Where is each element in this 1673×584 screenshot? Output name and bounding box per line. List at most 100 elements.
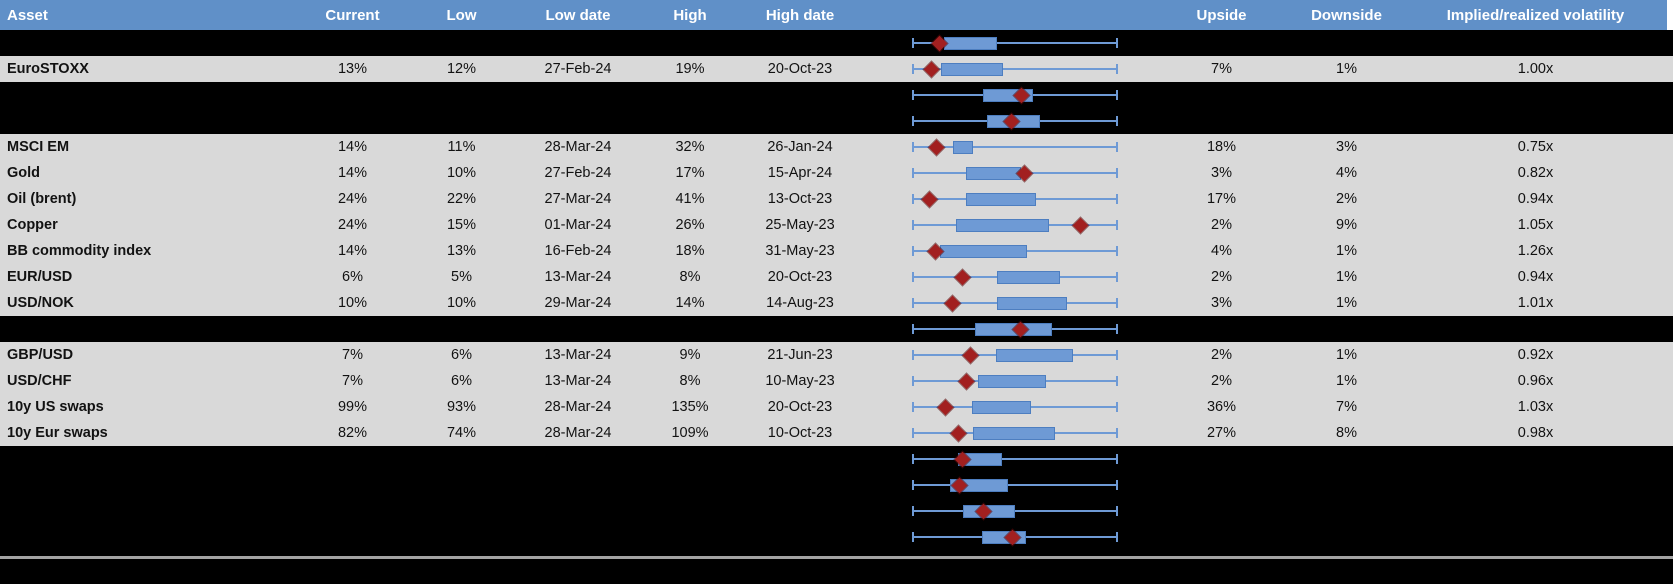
cell-low_date[interactable]: 28-Mar-24 — [544, 139, 612, 155]
cell-upside[interactable]: 36% — [1206, 399, 1237, 415]
cell-current[interactable]: 99% — [337, 399, 368, 415]
cell-high[interactable]: 18% — [675, 243, 705, 259]
cell-low_date[interactable]: 27-Feb-24 — [544, 61, 612, 77]
cell-asset[interactable]: USD/NOK — [7, 295, 74, 311]
column-header-low[interactable]: Low — [446, 6, 477, 24]
cell-chart[interactable] — [858, 160, 1148, 186]
cell-high_date[interactable]: 15-Apr-24 — [767, 165, 833, 181]
cell-current[interactable]: 82% — [337, 425, 368, 441]
cell-low[interactable]: 22% — [446, 191, 477, 207]
cell-upside[interactable]: 2% — [1211, 373, 1232, 389]
cell-downside[interactable]: 1% — [1336, 269, 1357, 285]
column-header-chart[interactable] — [858, 0, 1148, 30]
cell-low[interactable]: 10% — [446, 165, 477, 181]
cell-high_date[interactable]: 14-Aug-23 — [766, 295, 834, 311]
cell-upside[interactable]: 2% — [1211, 347, 1232, 363]
cell-high[interactable]: 9% — [679, 347, 701, 363]
cell-low[interactable]: 74% — [446, 425, 477, 441]
cell-low[interactable]: 13% — [446, 243, 477, 259]
cell-high_date[interactable]: 20-Oct-23 — [767, 399, 833, 415]
cell-downside[interactable]: 1% — [1336, 295, 1357, 311]
cell-high[interactable]: 41% — [675, 191, 705, 207]
cell-downside[interactable]: 1% — [1336, 373, 1357, 389]
cell-chart[interactable] — [858, 212, 1148, 238]
cell-high[interactable]: 109% — [671, 425, 709, 441]
cell-downside[interactable]: 7% — [1336, 399, 1357, 415]
cell-current[interactable]: 7% — [342, 373, 363, 389]
cell-high[interactable]: 17% — [675, 165, 705, 181]
column-header-downside[interactable]: Downside — [1311, 6, 1382, 24]
cell-high[interactable]: 32% — [675, 139, 705, 155]
cell-chart[interactable] — [858, 134, 1148, 160]
cell-downside[interactable]: 4% — [1336, 165, 1357, 181]
cell-asset[interactable]: GBP/USD — [7, 347, 74, 363]
cell-upside[interactable]: 18% — [1206, 139, 1237, 155]
cell-low[interactable]: 11% — [447, 139, 476, 155]
cell-downside[interactable]: 9% — [1336, 217, 1357, 233]
column-header-low-date[interactable]: Low date — [545, 6, 611, 24]
cell-low_date[interactable]: 28-Mar-24 — [544, 399, 612, 415]
cell-asset[interactable]: BB commodity index — [7, 243, 152, 259]
cell-chart[interactable] — [858, 56, 1148, 82]
cell-downside[interactable]: 8% — [1336, 425, 1357, 441]
cell-chart[interactable] — [858, 238, 1148, 264]
cell-low_date[interactable]: 16-Feb-24 — [544, 243, 612, 259]
cell-ivrv[interactable]: 0.94x — [1517, 191, 1554, 207]
column-header-high[interactable]: High — [673, 6, 707, 24]
cell-current[interactable]: 7% — [342, 347, 363, 363]
cell-chart[interactable] — [858, 186, 1148, 212]
cell-asset[interactable]: 10y US swaps — [7, 399, 104, 415]
cell-ivrv[interactable]: 1.00x — [1517, 61, 1554, 77]
cell-ivrv[interactable]: 1.01x — [1517, 295, 1554, 311]
cell-asset[interactable]: EUR/USD — [7, 269, 73, 285]
cell-high[interactable]: 26% — [675, 217, 705, 233]
cell-asset[interactable]: USD/CHF — [7, 373, 72, 389]
cell-ivrv[interactable]: 1.03x — [1517, 399, 1554, 415]
cell-current[interactable]: 13% — [337, 61, 368, 77]
cell-asset[interactable]: Oil (brent) — [7, 191, 77, 207]
cell-low_date[interactable]: 29-Mar-24 — [544, 295, 612, 311]
cell-low_date[interactable]: 13-Mar-24 — [544, 269, 612, 285]
cell-high_date[interactable]: 25-May-23 — [765, 217, 835, 233]
cell-current[interactable]: 10% — [337, 295, 368, 311]
cell-ivrv[interactable]: 1.05x — [1517, 217, 1554, 233]
cell-asset[interactable]: Gold — [7, 165, 41, 181]
cell-upside[interactable]: 2% — [1211, 269, 1232, 285]
cell-current[interactable]: 14% — [337, 139, 368, 155]
cell-high[interactable]: 8% — [679, 269, 701, 285]
cell-low_date[interactable]: 13-Mar-24 — [544, 347, 612, 363]
cell-asset[interactable]: MSCI EM — [7, 139, 70, 155]
cell-high_date[interactable]: 10-Oct-23 — [767, 425, 833, 441]
cell-high_date[interactable]: 31-May-23 — [765, 243, 835, 259]
cell-high[interactable]: 14% — [675, 295, 705, 311]
column-header-implied-realized-volatility[interactable]: Implied/realized volatility — [1446, 6, 1625, 24]
cell-high_date[interactable]: 26-Jan-24 — [767, 139, 833, 155]
cell-ivrv[interactable]: 1.26x — [1517, 243, 1554, 259]
column-header-asset[interactable]: Asset — [7, 6, 48, 24]
cell-low_date[interactable]: 28-Mar-24 — [544, 425, 612, 441]
cell-high_date[interactable]: 20-Oct-23 — [767, 269, 833, 285]
cell-low_date[interactable]: 13-Mar-24 — [544, 373, 612, 389]
cell-current[interactable]: 24% — [337, 217, 368, 233]
cell-downside[interactable]: 1% — [1336, 243, 1357, 259]
cell-high_date[interactable]: 13-Oct-23 — [767, 191, 833, 207]
cell-low_date[interactable]: 27-Feb-24 — [544, 165, 612, 181]
column-header-upside[interactable]: Upside — [1196, 6, 1247, 24]
cell-current[interactable]: 14% — [337, 165, 368, 181]
column-header-high-date[interactable]: High date — [765, 6, 835, 24]
cell-ivrv[interactable]: 0.98x — [1517, 425, 1554, 441]
cell-ivrv[interactable]: 0.92x — [1517, 347, 1554, 363]
cell-downside[interactable]: 1% — [1336, 61, 1357, 77]
cell-current[interactable]: 14% — [337, 243, 368, 259]
cell-low[interactable]: 93% — [446, 399, 477, 415]
cell-low[interactable]: 10% — [446, 295, 477, 311]
cell-high[interactable]: 8% — [679, 373, 701, 389]
cell-upside[interactable]: 27% — [1206, 425, 1237, 441]
cell-high[interactable]: 135% — [671, 399, 709, 415]
cell-current[interactable]: 24% — [337, 191, 368, 207]
cell-downside[interactable]: 1% — [1336, 347, 1357, 363]
cell-high[interactable]: 19% — [675, 61, 705, 77]
cell-upside[interactable]: 3% — [1211, 295, 1232, 311]
cell-ivrv[interactable]: 0.75x — [1517, 139, 1554, 155]
cell-upside[interactable]: 17% — [1206, 191, 1237, 207]
